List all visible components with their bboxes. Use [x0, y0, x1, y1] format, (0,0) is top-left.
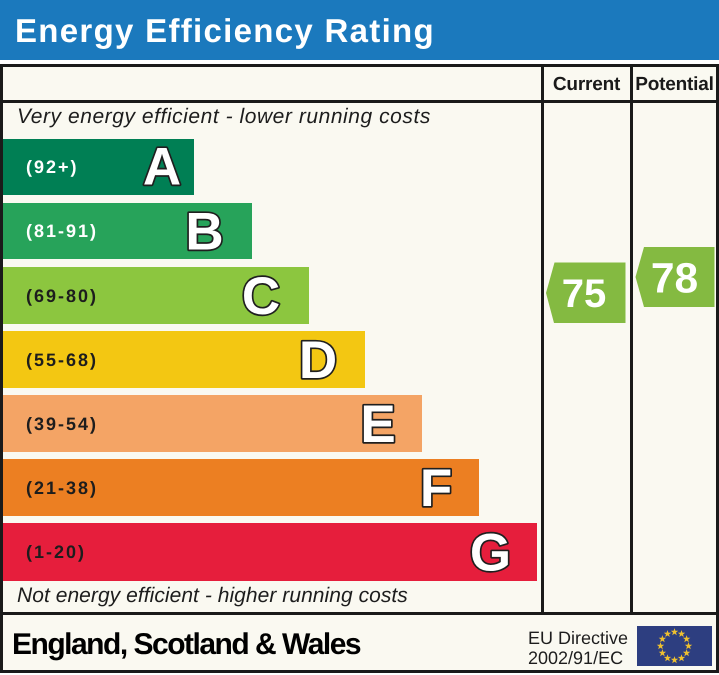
svg-text:F: F	[420, 459, 452, 518]
svg-text:D: D	[299, 331, 337, 390]
svg-text:E: E	[360, 395, 395, 454]
svg-text:G: G	[470, 524, 511, 583]
svg-text:78: 78	[651, 256, 698, 303]
svg-text:C: C	[242, 267, 280, 326]
svg-text:75: 75	[562, 272, 607, 316]
svg-text:A: A	[143, 138, 181, 197]
svg-text:B: B	[185, 203, 223, 262]
